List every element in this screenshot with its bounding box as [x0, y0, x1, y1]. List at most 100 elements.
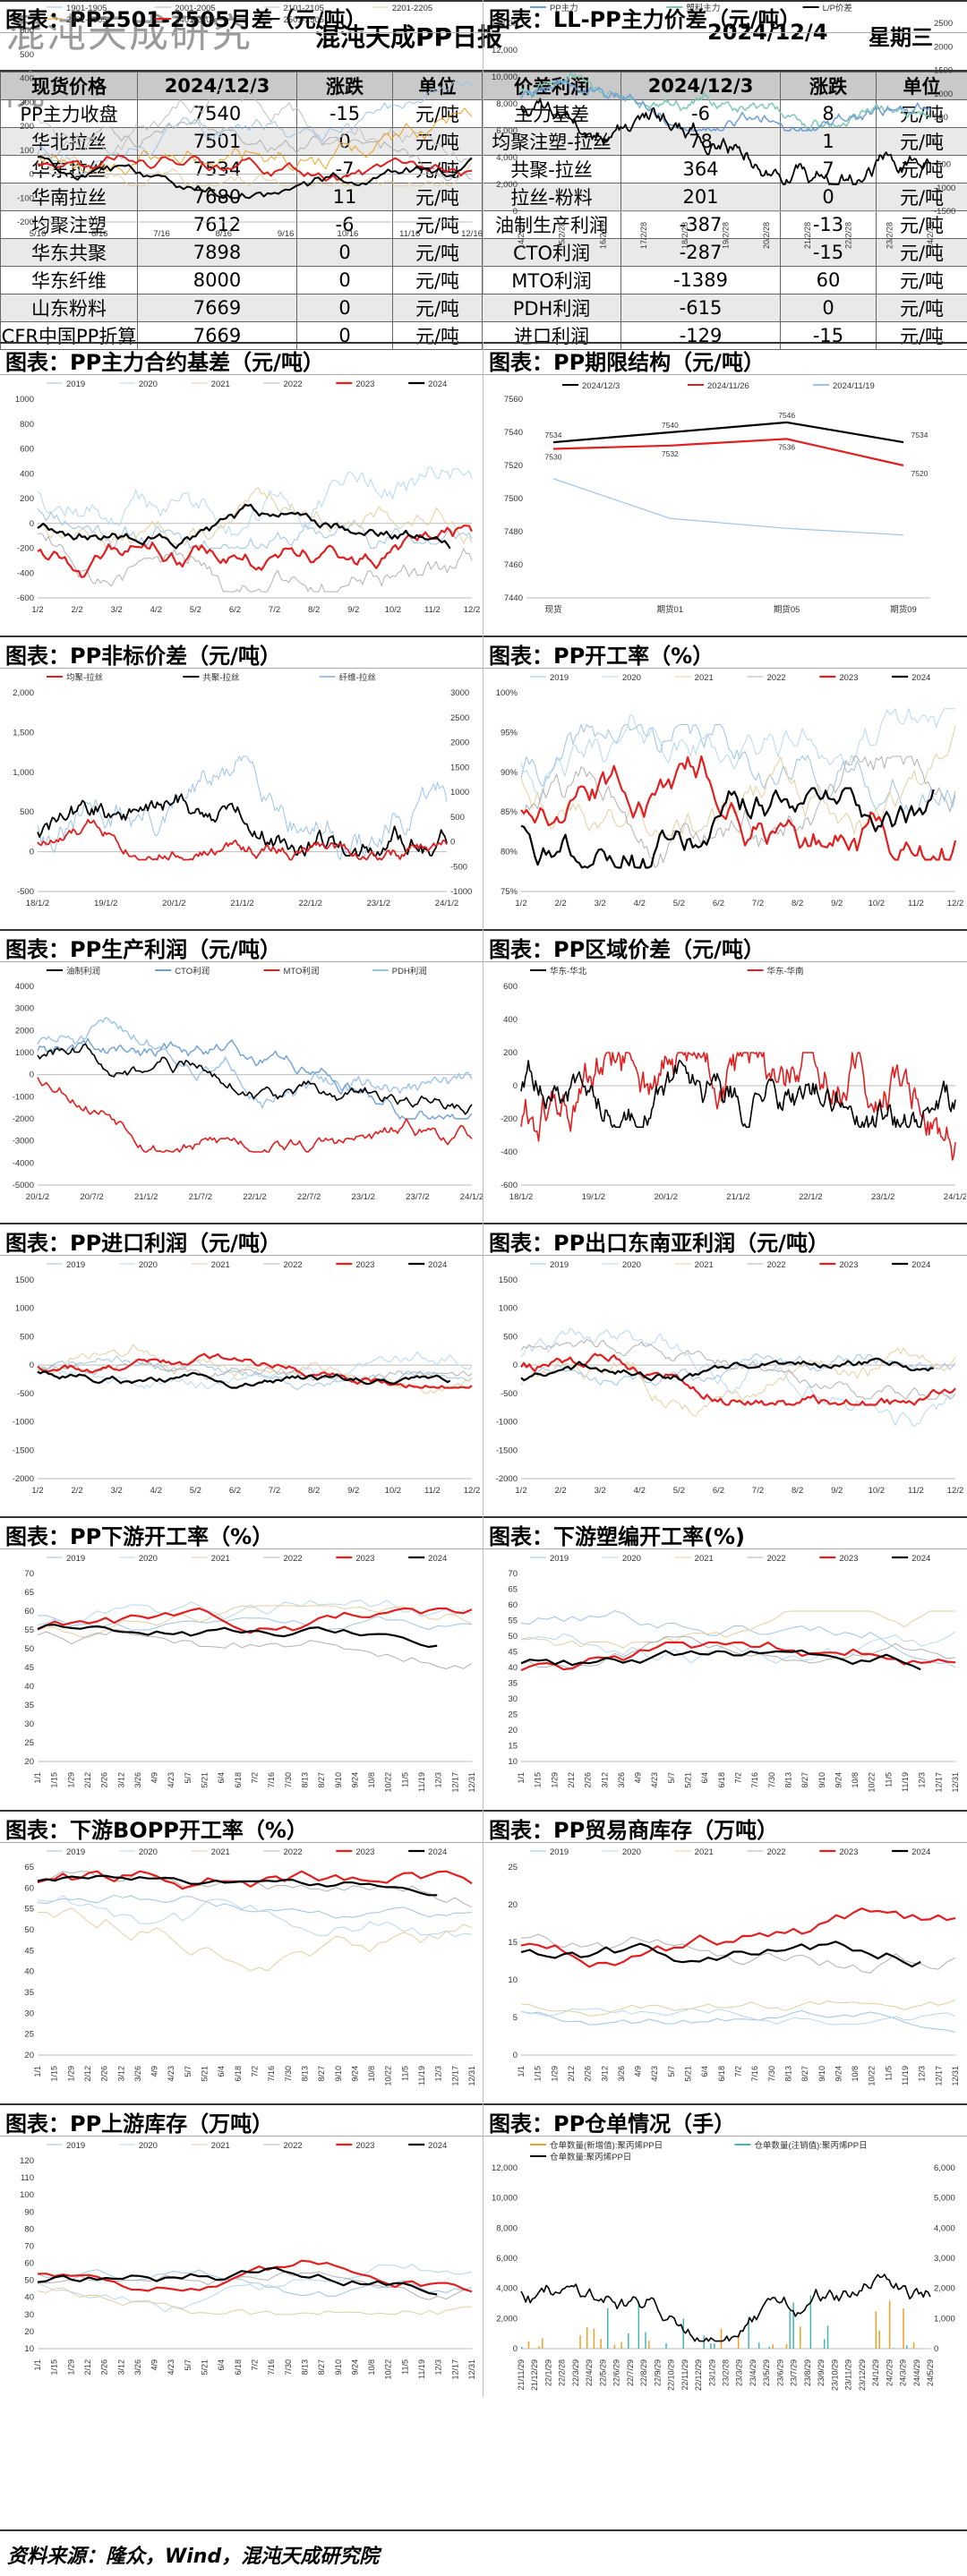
y-tick-label: -500 — [17, 1389, 34, 1399]
legend-label: 2019 — [550, 673, 569, 683]
x-tick-label: 6/18 — [717, 2066, 726, 2082]
y-tick-label: 300 — [20, 98, 34, 107]
legend-item: PP主力 — [530, 3, 578, 13]
x-tick-label: 3/26 — [617, 1772, 626, 1788]
table-cell: 元/吨 — [393, 267, 483, 294]
series-line-2020 — [521, 1328, 955, 1427]
y-tick-label: 20 — [24, 2327, 34, 2337]
legend-item: 2019 — [47, 1554, 85, 1564]
x-tick-label: 20/1/2 — [654, 1192, 677, 1202]
x-tick-label: 23/8/29 — [803, 2359, 812, 2386]
x-tick-label: 9/10 — [334, 2359, 343, 2376]
y-tick-label: 6,000 — [496, 2254, 518, 2264]
table-cell: 华东纤维 — [1, 267, 138, 294]
x-tick-label: 11/2 — [424, 1486, 441, 1496]
x-tick-label: 6/18 — [234, 2066, 243, 2082]
y-tick-label: 7540 — [504, 428, 523, 438]
y-tick-label: 100 — [20, 2190, 34, 2200]
x-tick-label: 21/1/2 — [134, 1192, 158, 1202]
y-tick-label: 600 — [503, 982, 518, 992]
x-tick-label: 7/30 — [284, 2066, 293, 2082]
y-tick-label: 10 — [508, 1757, 518, 1767]
y2-tick-label: 3,000 — [934, 2254, 955, 2264]
y-tick-label: 8,000 — [496, 99, 518, 109]
data-label: 7536 — [778, 442, 795, 451]
bar-mark — [665, 2343, 667, 2349]
legend-label: 2023 — [839, 1554, 858, 1564]
x-tick-label: 16/2/28 — [598, 222, 607, 249]
y-tick-label: 500 — [503, 1332, 518, 1342]
legend-label: 2021 — [211, 2141, 230, 2151]
y-tick-label: 400 — [20, 74, 34, 84]
x-tick-label: 22/5/29 — [598, 2359, 607, 2386]
chart-title: 图表：PP下游开工率（%） — [5, 1519, 273, 1550]
legend-label: 2101-2105 — [284, 4, 324, 13]
data-label: 7540 — [662, 421, 679, 430]
y-tick-label: 90% — [501, 768, 518, 778]
x-tick-label: 22/1/2 — [799, 1192, 822, 1202]
series-line-2024 — [38, 1876, 437, 1896]
y-tick-label: 70 — [24, 1569, 34, 1579]
x-tick-label: 20/7/2 — [80, 1192, 103, 1202]
legend-item: 2023 — [819, 1554, 858, 1564]
x-tick-label: 12/17 — [450, 2066, 459, 2086]
x-tick-label: 12/3 — [434, 1772, 443, 1788]
legend-label: 2023 — [355, 2141, 374, 2151]
x-tick-label: 8/13 — [300, 2066, 309, 2082]
legend-label: 2022 — [767, 1260, 786, 1270]
y-tick-label: 1000 — [499, 1304, 518, 1314]
legend-label: 2022 — [284, 1260, 303, 1270]
x-tick-label: 7/2 — [734, 1772, 743, 1784]
legend-label: 2401-2405 — [175, 15, 215, 25]
legend-label: 2020 — [139, 1260, 158, 1270]
bar-mark — [758, 2342, 760, 2349]
series-line-2022 — [38, 533, 472, 592]
x-tick-label: 5/2 — [673, 1486, 685, 1496]
y-tick-label: 20 — [508, 1726, 518, 1736]
bar-mark — [889, 2300, 891, 2349]
y-tick-label: -500 — [17, 887, 34, 897]
legend-item: 2001-2005 — [155, 4, 215, 13]
legend-label: 2019 — [550, 1847, 569, 1857]
legend-item: 2023 — [819, 673, 858, 683]
x-tick-label: 10/22 — [868, 1772, 877, 1793]
legend-label: 2022 — [284, 2141, 303, 2151]
y-tick-label: 10,000 — [492, 2194, 518, 2204]
x-tick-label: 12/31 — [467, 1772, 476, 1793]
x-tick-label: 4/2 — [150, 1486, 162, 1496]
series-line-2024 — [38, 505, 450, 549]
legend-item: 2024 — [408, 2141, 447, 2151]
x-tick-label: 7/16 — [267, 2359, 276, 2376]
legend-item: 纤维-拉丝 — [320, 672, 376, 683]
legend-item: 2019 — [530, 1260, 569, 1270]
series-line-2024 — [521, 1941, 920, 1966]
y-tick-label: -5000 — [13, 1181, 34, 1190]
y-tick-label: 70 — [508, 1569, 518, 1579]
legend-item: CTO利润 — [155, 966, 210, 977]
series-line-2021 — [38, 1908, 472, 1971]
x-tick-label: 11/5 — [400, 2359, 409, 2375]
bar-mark — [824, 2339, 826, 2349]
x-tick-label: 1/15 — [50, 1772, 59, 1788]
x-tick-label: 10/16 — [338, 229, 359, 239]
y-tick-label: 1500 — [15, 1275, 34, 1285]
series-line-2019 — [521, 1353, 955, 1386]
x-tick-label: 2/26 — [100, 2359, 109, 2376]
legend-item: 2019 — [530, 673, 569, 683]
x-tick-label: 7/2 — [269, 605, 280, 615]
x-tick-label: 8/27 — [317, 2359, 326, 2376]
bar-mark — [906, 2345, 908, 2349]
legend-label: 仓单数量(注销值):聚丙烯PP日 — [755, 2140, 868, 2151]
chart-title: 图表：PP上游库存（万吨） — [5, 2106, 273, 2137]
y-tick-label: 0 — [513, 1361, 518, 1370]
x-tick-label: 8/2 — [792, 1486, 803, 1496]
legend-item: 2022 — [748, 1260, 786, 1270]
x-tick-label: 4/9 — [150, 2359, 159, 2371]
legend-label: 2023 — [839, 1260, 858, 1270]
legend-item: 2024 — [408, 380, 447, 389]
x-tick-label: 1/2 — [515, 899, 526, 908]
x-tick-label: 5/2 — [190, 1486, 201, 1496]
